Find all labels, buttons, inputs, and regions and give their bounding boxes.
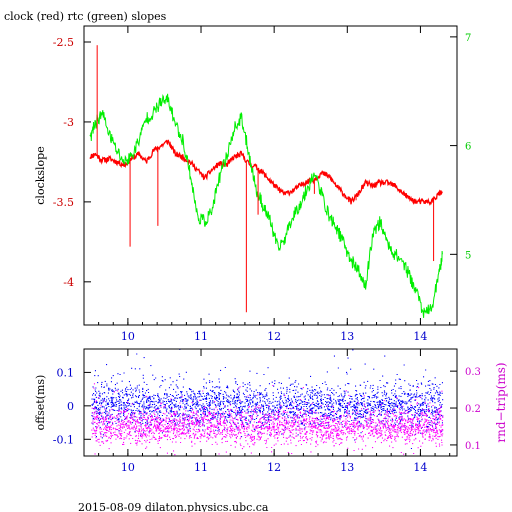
top-panel: 10 11 12 13 14 -2.5 -3 -3.5 -4 7 6 5 clockslope (34, 25, 471, 343)
x-tick-label-4: 14 (413, 461, 427, 474)
footer-text: 2015-08-09 dilaton.physics.ubc.ca (78, 501, 269, 512)
plot-frame (83, 25, 458, 326)
y2-axis-label: rnd−trip(ms) (494, 362, 508, 442)
scatter-series-0 (91, 348, 444, 450)
left-tick-label-0: 0.1 (57, 366, 75, 379)
y-axis-label: offset(ms) (34, 375, 47, 431)
x-tick-label-0: 10 (121, 330, 135, 343)
chart-title: clock (red) rtc (green) slopes (4, 10, 167, 23)
left-tick-label-0: -2.5 (53, 36, 74, 49)
x-tick-label-1: 11 (194, 461, 208, 474)
left-tick-label-2: -3.5 (53, 196, 74, 209)
x-tick-label-2: 12 (267, 461, 281, 474)
x-tick-label-1: 11 (194, 330, 208, 343)
left-tick-label-3: -4 (63, 276, 74, 289)
scatter-series-1 (91, 383, 444, 457)
bottom-panel: 10 11 12 13 14 0.1 0 -0.1 0.3 0.2 0.1 offset(ms) rnd… (34, 348, 508, 474)
y-axis-label: clockslope (34, 146, 47, 204)
x-tick-label-3: 13 (340, 461, 354, 474)
x-tick-label-0: 10 (121, 461, 135, 474)
right-tick-label-0: 7 (465, 33, 471, 44)
series-line-1 (89, 93, 443, 318)
right-tick-label-2: 5 (465, 250, 471, 261)
right-tick-label-0: 0.3 (465, 367, 481, 378)
left-tick-label-1: 0 (67, 400, 74, 413)
right-tick-label-1: 6 (465, 142, 471, 153)
series-line-0 (89, 139, 443, 206)
left-tick-label-1: -3 (63, 116, 74, 129)
x-tick-label-3: 13 (340, 330, 354, 343)
left-tick-label-2: -0.1 (53, 433, 74, 446)
plot-frame (83, 348, 458, 457)
x-tick-label-2: 12 (267, 330, 281, 343)
right-tick-label-1: 0.2 (465, 404, 481, 415)
right-tick-label-2: 0.1 (465, 441, 481, 452)
x-tick-label-4: 14 (413, 330, 427, 343)
